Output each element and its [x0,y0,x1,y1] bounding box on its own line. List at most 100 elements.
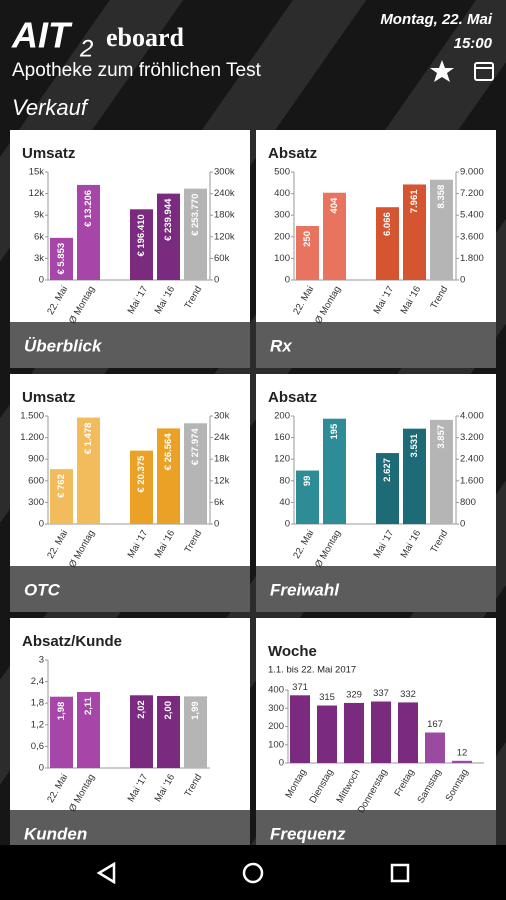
y-tick-label: 400 [274,188,290,199]
y-tick-label: 160 [274,432,290,443]
value-label: 2,00 [163,701,174,720]
bar [403,184,426,280]
card-label: Freiwahl [270,580,340,599]
card-title: Absatz [268,389,317,406]
logo-sub: 2 [79,35,93,62]
back-button[interactable] [96,861,116,885]
y-tick-label: 1,8 [31,698,44,709]
value-label: 329 [346,689,362,700]
bar [452,760,472,763]
bar [344,702,364,763]
y2-tick-label: 800 [460,497,476,508]
bar [184,423,207,524]
y2-tick-label: 6k [214,497,224,508]
y2-tick-label: 7.200 [460,188,484,199]
card-title: Umsatz [22,389,75,406]
bar [376,207,399,280]
bar [430,179,453,280]
recents-button[interactable] [390,863,410,883]
bar [157,193,180,280]
card[interactable]: Umsatz Überblick 0 3k 6k 9k 12k 15k 0 60k 120k 180k… [10,130,250,368]
y-tick-label: 300 [268,703,284,714]
y-tick-label: 0 [279,758,284,769]
y2-tick-label: 18k [214,454,230,465]
card[interactable]: Absatz/KundeKunden00,61,21,82,431,9822. … [10,618,250,856]
y2-tick-label: 1.800 [460,253,484,264]
y-tick-label: 40 [279,497,290,508]
value-label: 1,98 [56,702,67,721]
y2-tick-label: 5.400 [460,210,484,221]
y-tick-label: 120 [274,454,290,465]
bar [50,237,73,280]
value-label: 404 [329,197,340,214]
value-label: 3.857 [436,425,447,449]
value-label: € 26.564 [163,433,174,471]
y2-tick-label: 12k [214,475,230,486]
value-label: € 762 [56,474,67,498]
y-tick-label: 0 [39,275,44,286]
y2-tick-label: 2.400 [460,454,484,465]
y2-tick-label: 1.600 [460,475,484,486]
y-tick-label: 0 [285,519,290,530]
y-tick-label: 1.200 [20,432,44,443]
y-tick-label: 900 [28,454,44,465]
y2-tick-label: 0 [214,275,219,286]
bar [184,696,207,768]
y-tick-label: 1,2 [31,719,44,730]
card-title: Absatz/Kunde [22,633,122,650]
y-tick-label: 15k [29,167,45,178]
value-label: 2,11 [83,696,94,715]
value-label: 167 [427,719,443,730]
value-label: € 253.770 [190,194,201,236]
bar [371,701,391,763]
value-label: 1,99 [190,701,201,720]
logo: AIT [11,15,73,56]
bar [50,469,73,524]
card-label: OTC [24,580,61,599]
value-label: € 239.944 [163,198,174,241]
card[interactable]: Absatz Freiwahl 0 40 80 120 160 200 0 800 1.600 2.4… [256,374,496,612]
pharmacy-name: Apotheke zum fröhlichen Test [12,60,262,81]
time: 15:00 [454,35,493,52]
value-label: 332 [400,689,416,700]
bar [403,428,426,524]
card-label: Überblick [24,336,103,355]
y-tick-label: 0 [39,519,44,530]
y-tick-label: 200 [274,411,290,422]
value-label: € 1.478 [83,423,94,455]
value-label: 371 [292,682,308,693]
card[interactable]: Woche 1.1. bis 22. Mai 2017 Frequenz 0 100 20… [256,618,496,856]
date: Montag, 22. Mai [380,11,493,28]
card[interactable]: Absatz Rx 0 100 200 300 400 500 0 1.800 3.600 5.400… [256,130,496,368]
y-tick-label: 300 [274,210,290,221]
y-tick-label: 9k [34,210,44,221]
card-footer [10,566,250,612]
value-label: 99 [302,476,313,487]
y2-tick-label: 0 [460,519,465,530]
brand: eboard [106,23,185,52]
y2-tick-label: 9.000 [460,167,484,178]
y2-tick-label: 4.000 [460,411,484,422]
y2-tick-label: 24k [214,432,230,443]
y2-tick-label: 0 [460,275,465,286]
bar [50,696,73,768]
y-tick-label: 0,6 [31,741,44,752]
bar [296,226,319,280]
value-label: € 5.853 [56,243,67,275]
value-label: 3.531 [409,433,420,457]
favorite-icon[interactable] [430,60,454,82]
value-label: € 196.410 [136,214,147,256]
home-button[interactable] [242,862,264,884]
card-subtitle: 1.1. bis 22. Mai 2017 [268,665,356,676]
bar [376,453,399,524]
y2-tick-label: 180k [214,210,235,221]
y-tick-label: 100 [274,253,290,264]
y-tick-label: 400 [268,685,284,696]
y-tick-label: 2,4 [31,676,44,687]
y2-tick-label: 120k [214,231,235,242]
bar [77,184,100,280]
value-label: 337 [373,688,389,699]
card[interactable]: Umsatz OTC 0 300 600 900 1.200 1.500 0 6k 12k 18k 24… [10,374,250,612]
calendar-icon[interactable] [474,62,494,81]
